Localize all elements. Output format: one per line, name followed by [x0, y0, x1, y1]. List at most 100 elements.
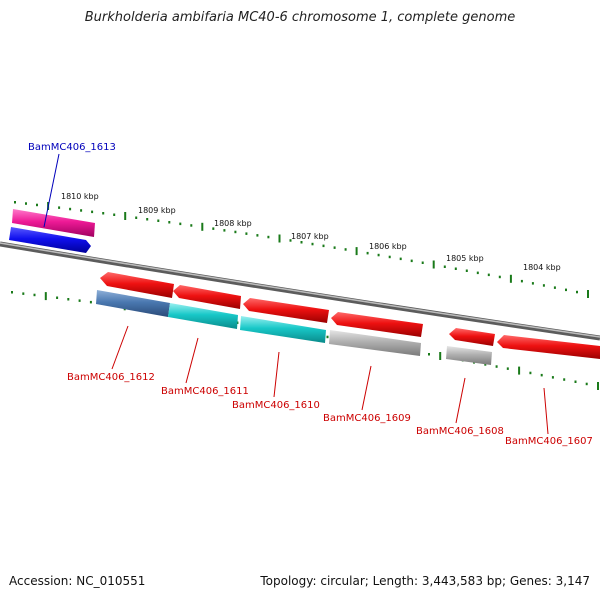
gene-arrow-1608[interactable] [449, 328, 495, 346]
minor-tick [11, 291, 13, 294]
leader-line-1607 [543, 387, 549, 435]
major-tick [597, 382, 599, 390]
minor-tick [529, 371, 532, 375]
minor-tick [506, 367, 509, 370]
chromosome-backbone-highlight [0, 242, 600, 338]
minor-tick [146, 218, 149, 221]
kbp-label-1804: 1804 kbp [523, 263, 561, 272]
minor-tick [333, 246, 336, 249]
minor-tick [289, 239, 292, 242]
genome-summary-text: Topology: circular; Length: 3,443,583 bp… [260, 574, 590, 588]
minor-tick [520, 279, 523, 283]
gene-label-1612[interactable]: BamMC406_1612 [67, 372, 155, 383]
minor-tick [36, 203, 38, 207]
minor-tick [212, 227, 215, 230]
minor-tick [322, 244, 325, 248]
leader-line-1608 [455, 377, 466, 424]
minor-tick [113, 213, 116, 216]
gene-label-1607[interactable]: BamMC406_1607 [505, 436, 593, 447]
major-tick [432, 260, 435, 269]
gene-arrow-1612[interactable] [100, 272, 174, 298]
minor-tick [443, 265, 446, 268]
gene-feature-gray-2[interactable] [446, 346, 492, 365]
minor-tick [542, 284, 545, 287]
minor-tick [421, 261, 424, 264]
minor-tick [388, 255, 391, 259]
minor-tick [344, 248, 347, 251]
gene-arrow-1611[interactable] [173, 285, 241, 309]
minor-tick [574, 380, 577, 383]
gene-arrow-pink[interactable] [12, 209, 95, 237]
gene-feature-steelblue[interactable] [96, 290, 170, 317]
kbp-label-1808: 1808 kbp [214, 219, 252, 228]
minor-tick [14, 201, 16, 204]
minor-tick [326, 335, 329, 339]
minor-tick [377, 253, 380, 257]
minor-tick [300, 241, 303, 244]
minor-tick [245, 232, 248, 235]
minor-tick [22, 292, 25, 295]
minor-tick [531, 282, 534, 285]
kbp-label-1810: 1810 kbp [61, 192, 99, 201]
minor-tick [157, 219, 160, 222]
major-tick [278, 234, 281, 243]
minor-tick [67, 298, 70, 301]
major-tick [518, 366, 521, 375]
gene-arrow-1613[interactable] [9, 227, 91, 253]
minor-tick [168, 221, 171, 224]
gene-arrow-1609[interactable] [331, 312, 423, 337]
minor-tick [495, 365, 498, 368]
minor-tick [89, 300, 92, 304]
gene-feature-gray-1[interactable] [329, 330, 421, 356]
minor-tick [576, 290, 578, 294]
minor-tick [428, 353, 430, 356]
minor-tick [135, 216, 138, 219]
leader-line-1610 [273, 351, 280, 398]
gene-arrow-1610[interactable] [243, 298, 329, 323]
minor-tick [80, 209, 83, 212]
gene-label-1610[interactable]: BamMC406_1610 [232, 400, 320, 411]
minor-tick [585, 382, 588, 386]
minor-tick [553, 286, 556, 289]
minor-tick [476, 271, 479, 275]
gene-feature-cyan-2[interactable] [240, 316, 326, 343]
minor-tick [565, 288, 567, 292]
minor-tick [311, 242, 314, 246]
gene-arrow-1607[interactable] [497, 335, 600, 359]
gene-label-1613[interactable]: BamMC406_1613 [28, 142, 116, 153]
minor-tick [179, 222, 182, 226]
leader-line-1609 [361, 365, 372, 411]
minor-tick [33, 293, 36, 297]
gene-label-1611[interactable]: BamMC406_1611 [161, 386, 249, 397]
major-tick [587, 290, 589, 298]
minor-tick [234, 230, 237, 234]
leader-line-1613 [43, 153, 60, 228]
minor-tick [69, 207, 72, 211]
minor-tick [465, 269, 468, 272]
kbp-label-1805: 1805 kbp [446, 254, 484, 263]
minor-tick [78, 299, 81, 302]
minor-tick [25, 202, 27, 205]
minor-tick [454, 267, 457, 270]
major-tick [355, 247, 358, 256]
minor-tick [58, 206, 61, 209]
leader-line-1612 [111, 325, 129, 370]
map-title: Burkholderia ambifaria MC40-6 chromosome… [84, 10, 516, 25]
label-leader-lines [43, 153, 549, 435]
minor-tick [102, 212, 105, 215]
minor-tick [56, 296, 59, 299]
minor-tick [484, 363, 487, 366]
minor-tick [366, 251, 369, 255]
minor-tick [223, 229, 226, 232]
minor-tick [399, 257, 402, 261]
kbp-label-1807: 1807 kbp [291, 232, 329, 241]
minor-tick [487, 273, 490, 277]
minor-tick [410, 259, 413, 263]
minor-tick [563, 378, 566, 381]
kbp-label-1806: 1806 kbp [369, 242, 407, 251]
gene-feature-cyan-1[interactable] [168, 303, 238, 329]
gene-label-1609[interactable]: BamMC406_1609 [323, 413, 411, 424]
major-tick [201, 222, 204, 231]
gene-label-1608[interactable]: BamMC406_1608 [416, 426, 504, 437]
